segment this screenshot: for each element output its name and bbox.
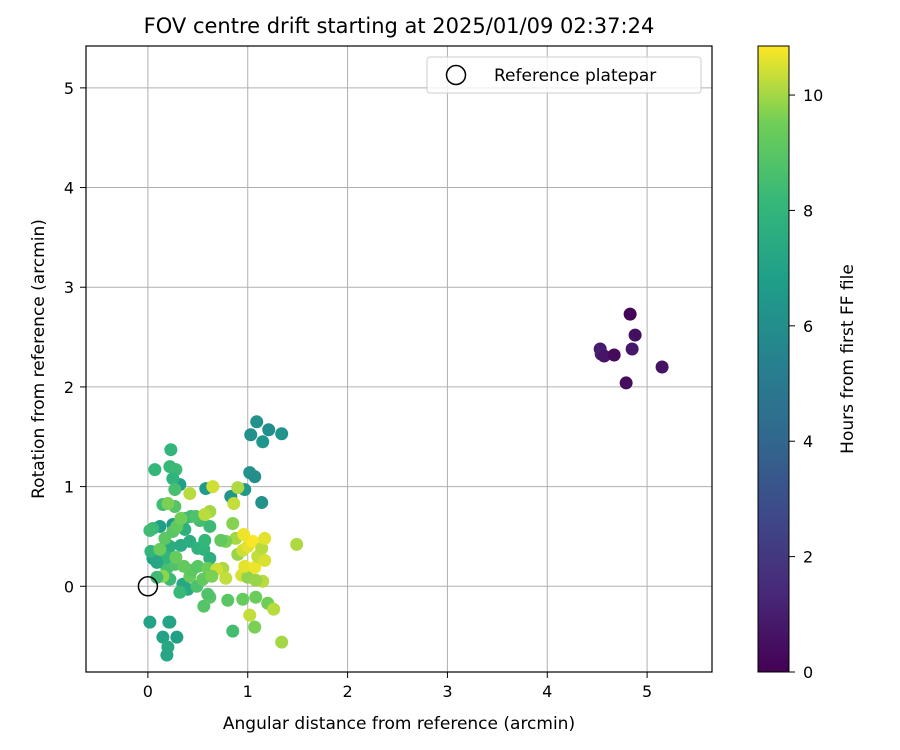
x-axis-ticks: 0 1 2 3 4 5 bbox=[143, 672, 652, 701]
data-point bbox=[236, 592, 250, 606]
data-point bbox=[203, 519, 217, 533]
data-point bbox=[227, 497, 241, 511]
x-tick-label: 5 bbox=[642, 682, 652, 701]
data-point bbox=[246, 534, 260, 548]
y-tick-label: 3 bbox=[64, 278, 74, 297]
data-point bbox=[198, 533, 212, 547]
legend-marker-icon bbox=[445, 64, 467, 86]
data-point bbox=[238, 559, 252, 573]
data-point bbox=[174, 511, 188, 525]
colorbar-gradient bbox=[757, 45, 790, 673]
colorbar-tick-label: 4 bbox=[803, 432, 813, 451]
colorbar-tick-label: 6 bbox=[803, 317, 813, 336]
data-point bbox=[161, 497, 175, 511]
y-tick-label: 4 bbox=[64, 179, 74, 198]
data-point bbox=[170, 630, 184, 644]
data-point bbox=[168, 483, 182, 497]
data-point bbox=[173, 585, 187, 599]
data-point bbox=[248, 620, 262, 634]
chart-title: FOV centre drift starting at 2025/01/09 … bbox=[144, 14, 655, 38]
data-point bbox=[201, 587, 215, 601]
data-point bbox=[166, 472, 180, 486]
data-point bbox=[226, 516, 240, 530]
data-point bbox=[206, 480, 220, 494]
data-point bbox=[160, 648, 174, 662]
data-point bbox=[143, 523, 157, 537]
data-point bbox=[203, 551, 217, 565]
colorbar: 0 2 4 6 8 10 Hours from first FF file bbox=[757, 45, 858, 682]
y-tick-label: 5 bbox=[64, 79, 74, 98]
data-point bbox=[150, 555, 164, 569]
data-point bbox=[262, 423, 276, 437]
data-point bbox=[148, 463, 162, 477]
colorbar-tick-label: 8 bbox=[803, 201, 813, 220]
data-point bbox=[255, 541, 269, 555]
colorbar-tick-label: 2 bbox=[803, 548, 813, 567]
data-point bbox=[243, 608, 257, 622]
data-point bbox=[250, 415, 264, 429]
data-point bbox=[249, 573, 263, 587]
data-point bbox=[267, 602, 281, 616]
data-point bbox=[219, 571, 233, 585]
data-point bbox=[156, 630, 170, 644]
data-point bbox=[183, 487, 197, 501]
data-point bbox=[163, 615, 177, 629]
y-tick-label: 2 bbox=[64, 378, 74, 397]
y-axis-label: Rotation from reference (arcmin) bbox=[29, 219, 49, 499]
data-point bbox=[143, 615, 157, 629]
data-point bbox=[275, 427, 289, 441]
reference-platepar-marker bbox=[137, 576, 159, 597]
data-point bbox=[198, 508, 212, 522]
data-point bbox=[275, 635, 289, 649]
y-tick-label: 1 bbox=[64, 478, 74, 497]
data-point bbox=[597, 349, 611, 363]
y-tick-label: 0 bbox=[64, 577, 74, 596]
data-point bbox=[221, 593, 235, 607]
data-point bbox=[169, 550, 183, 564]
x-tick-label: 1 bbox=[243, 682, 253, 701]
data-point bbox=[244, 428, 258, 442]
legend-box bbox=[426, 56, 702, 94]
data-point bbox=[164, 443, 178, 457]
data-points bbox=[143, 307, 669, 662]
x-tick-label: 2 bbox=[342, 682, 352, 701]
data-point bbox=[258, 553, 272, 567]
y-axis-ticks: 0 1 2 3 4 5 bbox=[64, 79, 86, 596]
colorbar-ticks: 0 2 4 6 8 10 bbox=[789, 86, 823, 682]
data-point bbox=[150, 570, 164, 584]
legend-entry-reference: Reference platepar bbox=[494, 66, 656, 86]
data-point bbox=[248, 470, 262, 484]
data-point bbox=[205, 569, 219, 583]
data-point bbox=[256, 435, 270, 449]
grid bbox=[86, 46, 712, 672]
data-point bbox=[214, 533, 228, 547]
data-point bbox=[628, 328, 642, 342]
data-point bbox=[226, 624, 240, 638]
x-axis-label: Angular distance from reference (arcmin) bbox=[223, 714, 575, 734]
data-point bbox=[258, 531, 272, 545]
plot-frame bbox=[85, 45, 713, 673]
data-point bbox=[249, 590, 263, 604]
data-point bbox=[290, 537, 304, 551]
data-point bbox=[655, 360, 669, 374]
data-point bbox=[625, 342, 639, 356]
data-point bbox=[237, 527, 251, 541]
data-point bbox=[153, 542, 167, 556]
data-point bbox=[191, 559, 205, 573]
legend: Reference platepar bbox=[426, 56, 702, 94]
data-point bbox=[607, 348, 621, 362]
data-point bbox=[231, 481, 245, 495]
x-tick-label: 3 bbox=[442, 682, 452, 701]
colorbar-tick-label: 0 bbox=[803, 663, 813, 682]
data-point bbox=[248, 560, 262, 574]
data-point bbox=[619, 376, 633, 390]
x-tick-label: 0 bbox=[143, 682, 153, 701]
data-point bbox=[255, 496, 269, 510]
x-tick-label: 4 bbox=[542, 682, 552, 701]
colorbar-tick-label: 10 bbox=[803, 86, 823, 105]
data-point bbox=[623, 307, 637, 321]
data-point bbox=[177, 559, 191, 573]
colorbar-label: Hours from first FF file bbox=[838, 264, 858, 454]
